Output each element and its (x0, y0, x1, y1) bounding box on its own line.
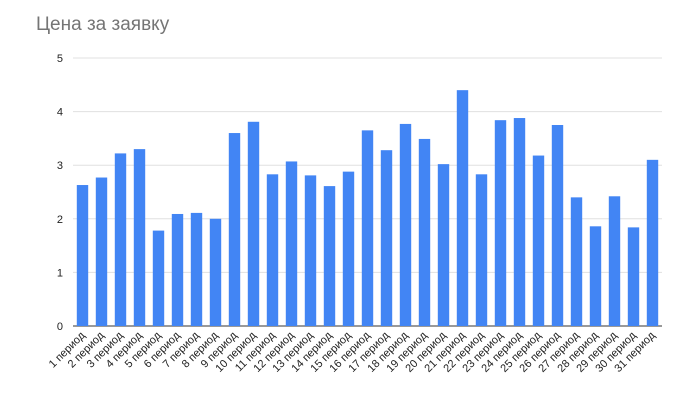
bar (399, 123, 412, 326)
bar (494, 120, 507, 327)
bar (608, 196, 621, 326)
bar (114, 153, 127, 326)
chart-title: Цена за заявку (36, 14, 170, 35)
bar (171, 213, 184, 326)
bar (304, 175, 317, 326)
y-tick-label: 5 (57, 53, 63, 65)
bar (95, 177, 108, 326)
bar (190, 212, 203, 326)
bar (76, 185, 89, 326)
bar (361, 130, 374, 326)
bar (133, 149, 146, 326)
bar (247, 121, 260, 326)
bar (437, 164, 450, 326)
bar (456, 90, 469, 326)
y-tick-label: 3 (57, 160, 63, 172)
bar (209, 218, 222, 326)
bar (152, 230, 165, 326)
bar (285, 161, 298, 326)
bar (380, 150, 393, 326)
bar (418, 138, 431, 326)
bar (266, 174, 279, 326)
bar (342, 171, 355, 326)
bar (323, 186, 336, 326)
bar (513, 118, 526, 326)
bar (475, 174, 488, 326)
bar (627, 227, 640, 326)
bar (646, 159, 659, 326)
y-tick-label: 2 (57, 214, 63, 226)
bar (589, 226, 602, 326)
y-tick-label: 4 (57, 107, 63, 119)
y-tick-label: 1 (57, 267, 63, 279)
y-tick-label: 0 (57, 321, 63, 333)
bar (532, 155, 545, 326)
bar (551, 125, 564, 326)
bar (228, 133, 241, 326)
bar (570, 197, 583, 326)
